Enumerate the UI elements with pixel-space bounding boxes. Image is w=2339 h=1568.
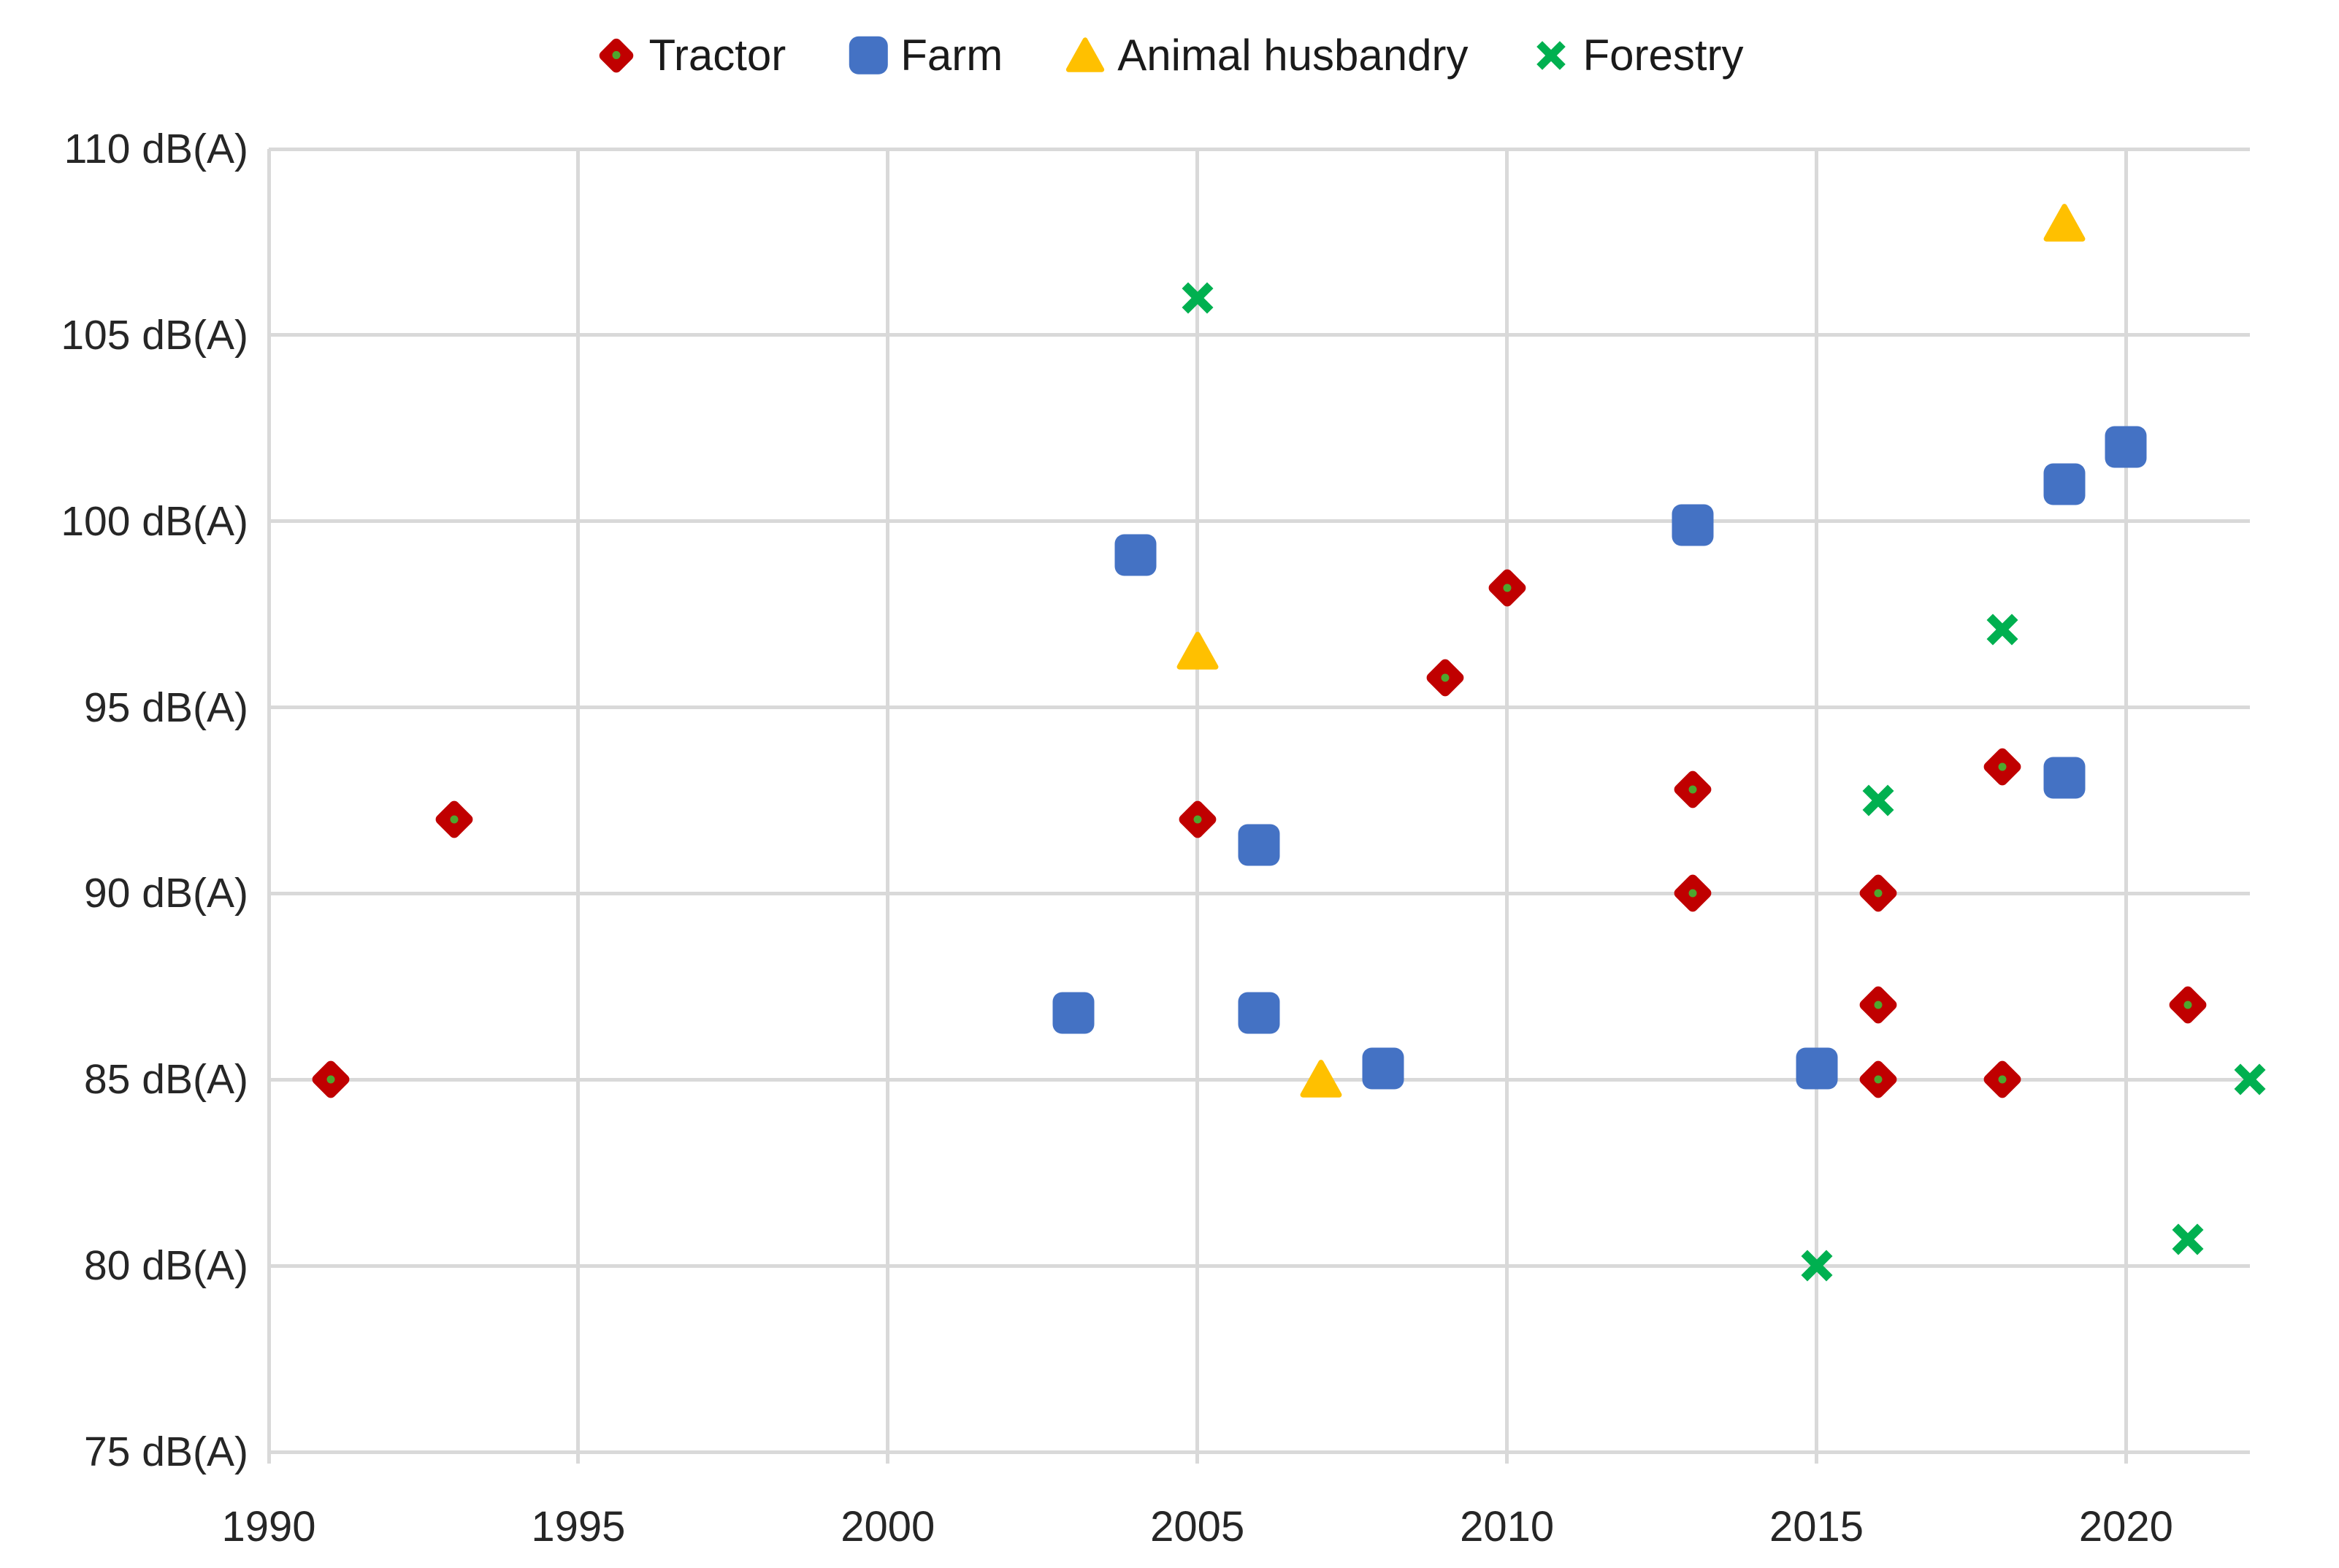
tractor-diamond-icon (1857, 984, 1899, 1026)
forestry-x-icon (1862, 784, 1894, 816)
y-tick-label: 90 dB(A) (84, 870, 248, 917)
v-gridline-2015 (1815, 149, 1818, 1464)
farm-square-icon (2043, 757, 2086, 799)
v-gridline-1990 (267, 149, 271, 1464)
legend-item-animal-husbandry[interactable]: Animal husbandry (1064, 31, 1469, 80)
forestry-x-icon (2172, 1223, 2204, 1255)
animal-husbandry-triangle-icon (1300, 1060, 1342, 1098)
h-gridline-85 (269, 1077, 2250, 1082)
tractor-diamond-icon (1981, 1059, 2024, 1101)
forestry-x-icon (1182, 282, 1214, 314)
farm-square-icon (849, 36, 888, 75)
tractor-diamond-icon (1424, 657, 1466, 699)
farm-square-icon (1238, 992, 1280, 1034)
v-gridline-2010 (1505, 149, 1509, 1464)
x-tick-label: 2010 (1460, 1503, 1555, 1550)
x-tick-label: 2015 (1769, 1503, 1864, 1550)
tractor-diamond-icon (310, 1059, 352, 1101)
y-tick-label: 85 dB(A) (84, 1056, 248, 1104)
forestry-x-icon (1986, 613, 2018, 646)
y-tick-label: 100 dB(A) (61, 497, 248, 545)
farm-square-icon (2043, 463, 2086, 505)
legend-marker-box (847, 34, 889, 77)
x-tick-label: 2000 (841, 1503, 935, 1550)
forestry-x-icon (1801, 1250, 1832, 1282)
y-tick-label: 105 dB(A) (61, 311, 248, 359)
animal-husbandry-triangle-icon (1176, 632, 1219, 670)
h-gridline-110 (269, 147, 2250, 151)
tractor-diamond-icon (2167, 984, 2209, 1026)
legend-label: Forestry (1582, 31, 1744, 80)
h-gridline-100 (269, 519, 2250, 524)
legend: Tractor Farm Animal husbandry Forestry (0, 26, 2339, 85)
v-gridline-2020 (2124, 149, 2128, 1464)
animal-husbandry-triangle-icon (2043, 204, 2086, 242)
y-tick-label: 80 dB(A) (84, 1242, 248, 1290)
tractor-diamond-icon (1857, 873, 1899, 914)
farm-square-icon (1238, 824, 1280, 866)
h-gridline-95 (269, 705, 2250, 710)
legend-item-tractor[interactable]: Tractor (595, 34, 786, 77)
y-tick-label: 110 dB(A) (64, 126, 248, 173)
tractor-diamond-icon (1672, 768, 1714, 811)
farm-square-icon (1796, 1047, 1837, 1090)
legend-marker-box (1064, 34, 1106, 77)
legend-label: Farm (900, 31, 1003, 80)
v-gridline-2000 (886, 149, 890, 1464)
legend-item-forestry[interactable]: Forestry (1530, 34, 1744, 77)
farm-square-icon (1362, 1047, 1404, 1090)
tractor-diamond-icon (1176, 798, 1218, 840)
tractor-diamond-icon (1857, 1059, 1899, 1101)
tractor-diamond-icon (1672, 873, 1714, 914)
h-gridline-90 (269, 891, 2250, 895)
v-gridline-1995 (576, 149, 581, 1464)
h-gridline-80 (269, 1263, 2250, 1268)
forestry-x-icon (2234, 1063, 2266, 1095)
h-gridline-105 (269, 333, 2250, 337)
legend-item-farm[interactable]: Farm (847, 34, 1003, 77)
tractor-diamond-icon (1981, 746, 2024, 788)
animal-husbandry-triangle-icon (1066, 37, 1105, 72)
x-tick-label: 1990 (221, 1503, 316, 1550)
h-gridline-75 (269, 1450, 2250, 1454)
legend-marker-box (1530, 34, 1572, 77)
y-tick-label: 95 dB(A) (84, 684, 248, 731)
x-tick-label: 2020 (2078, 1503, 2173, 1550)
forestry-x-icon (1536, 41, 1566, 70)
tractor-diamond-icon (1486, 567, 1528, 609)
x-tick-label: 1995 (531, 1503, 626, 1550)
farm-square-icon (1672, 504, 1714, 546)
legend-label: Tractor (648, 31, 786, 80)
x-tick-label: 2005 (1150, 1503, 1245, 1550)
farm-square-icon (1052, 992, 1095, 1034)
farm-square-icon (1114, 534, 1157, 576)
legend-label: Animal husbandry (1117, 31, 1469, 80)
y-tick-label: 75 dB(A) (84, 1429, 248, 1475)
tractor-diamond-icon (434, 798, 475, 840)
farm-square-icon (2105, 426, 2147, 468)
